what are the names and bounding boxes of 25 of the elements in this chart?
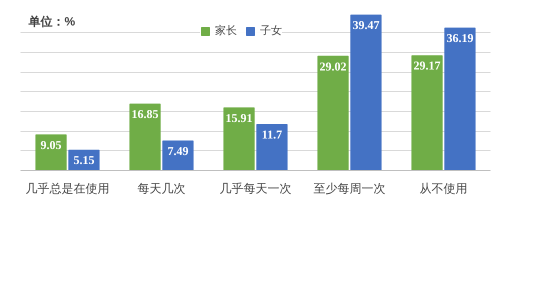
- x-tick-label: 从不使用: [420, 182, 468, 196]
- bar: [223, 107, 255, 170]
- bar: [411, 55, 443, 170]
- bar: [129, 104, 161, 170]
- x-tick-label: 每天几次: [138, 182, 186, 196]
- bar: [317, 56, 349, 170]
- x-tick-label: 几乎每天一次: [220, 182, 292, 196]
- bar: [256, 124, 288, 170]
- data-label: 5.15: [73, 153, 94, 168]
- legend-label: 家长: [215, 24, 237, 38]
- data-label: 29.02: [320, 59, 347, 74]
- x-tick-label: 至少每周一次: [314, 182, 386, 196]
- data-label: 15.91: [226, 110, 253, 125]
- data-label: 29.17: [414, 58, 441, 73]
- annotation: 单位：%: [28, 14, 76, 28]
- data-label: 16.85: [132, 107, 159, 122]
- bar: [444, 28, 476, 170]
- data-label: 39.47: [352, 18, 380, 32]
- data-label: 11.7: [262, 127, 282, 142]
- data-label: 7.49: [167, 144, 188, 158]
- legend-label: 子女: [260, 24, 282, 38]
- x-tick-label: 几乎总是在使用: [26, 182, 110, 196]
- data-label: 36.19: [446, 31, 474, 46]
- bar: [350, 14, 382, 170]
- data-label: 9.05: [40, 138, 62, 152]
